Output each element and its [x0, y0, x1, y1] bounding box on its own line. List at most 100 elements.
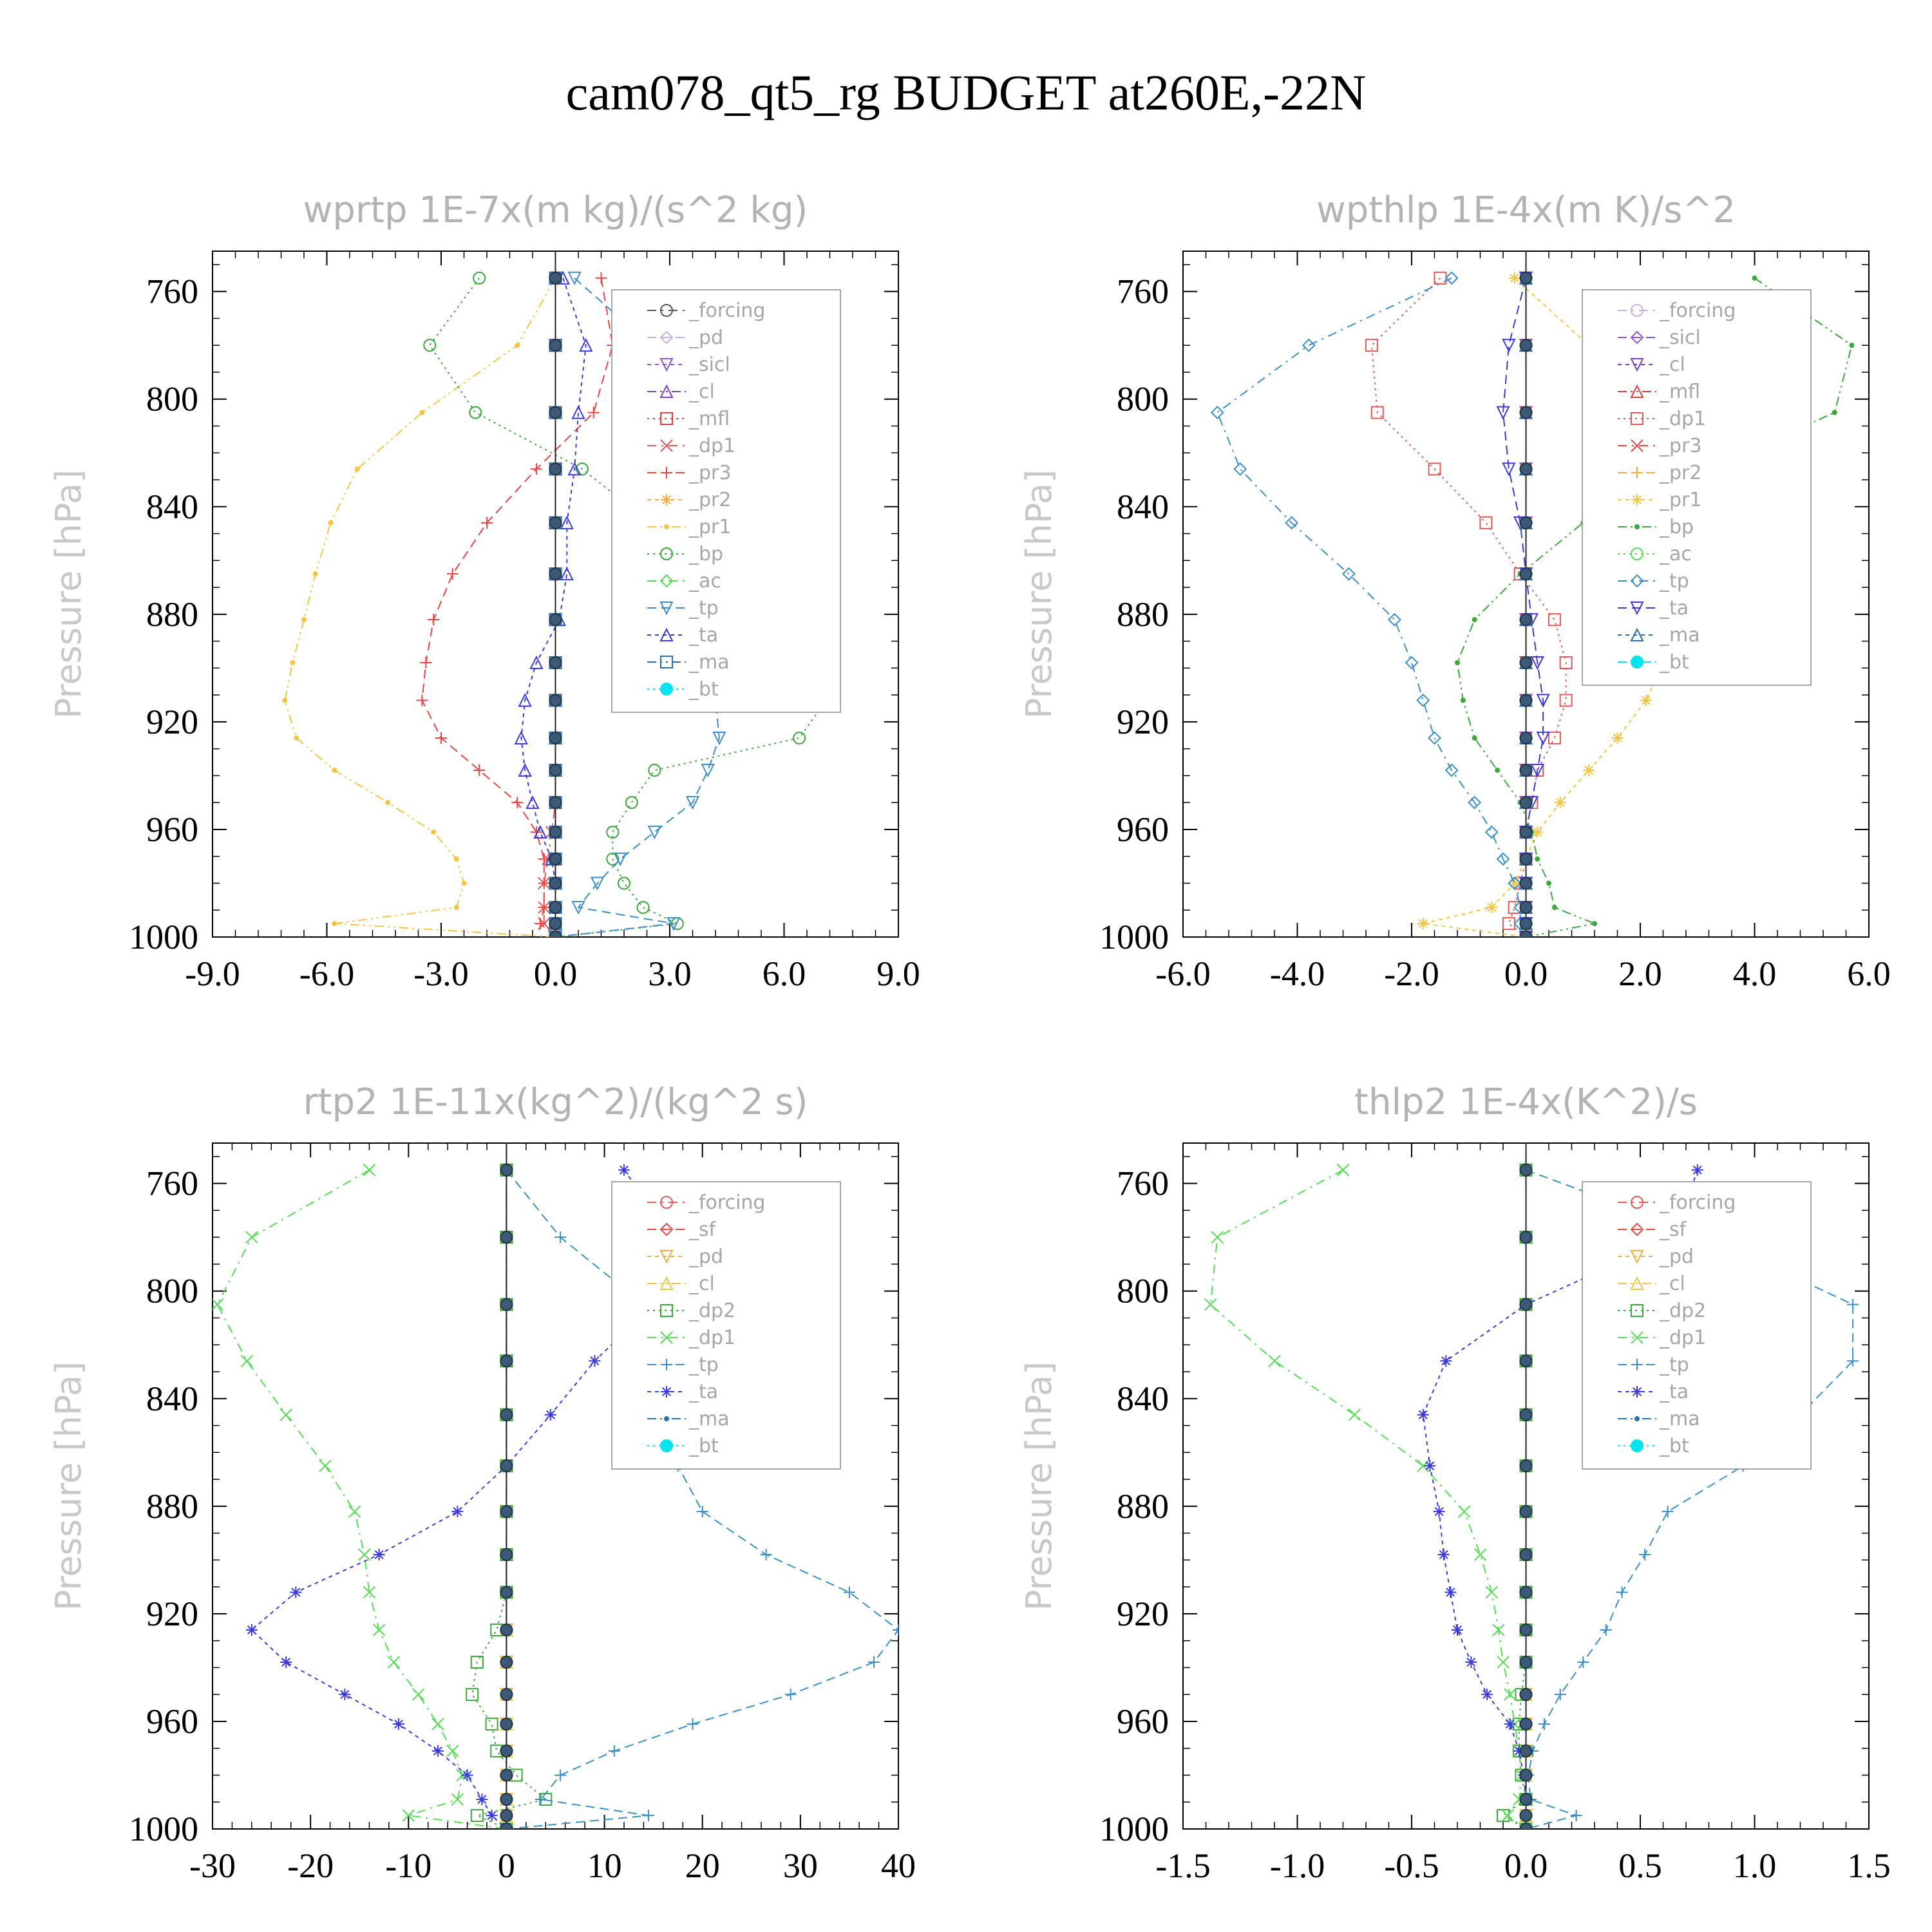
legend: _forcing _sicl _cl _mfl _dp1 _pr3 _pr2 _pr1 _bp _… — [1582, 289, 1812, 686]
zero-marker — [549, 406, 562, 419]
series-dp2 — [466, 1163, 553, 1829]
legend-entry: _dp2 — [1618, 1300, 1706, 1322]
data-point — [515, 343, 520, 348]
legend-label: _cl — [688, 381, 715, 403]
legend-label: _sf — [688, 1218, 717, 1241]
legend-label: _bt — [688, 1435, 719, 1457]
legend-entry: _sicl — [1618, 327, 1701, 349]
y-tick-label: 760 — [1117, 272, 1169, 311]
data-point — [1691, 1164, 1703, 1176]
data-point — [332, 921, 337, 927]
x-tick-label: 0 — [498, 1846, 515, 1885]
legend-entry: _forcing — [647, 1191, 765, 1214]
data-point — [1513, 1745, 1525, 1757]
data-point — [1554, 1689, 1566, 1701]
data-point — [538, 853, 550, 865]
legend-swatch-marker — [1630, 384, 1644, 398]
legend-entry: _pr1 — [647, 516, 731, 538]
data-point — [1233, 462, 1247, 476]
legend-entry: _pd — [1618, 1245, 1694, 1268]
data-point — [461, 880, 467, 886]
data-point — [1452, 1624, 1463, 1636]
data-point — [1479, 516, 1493, 529]
legend-label: _cl — [1659, 354, 1685, 376]
data-point — [1484, 825, 1499, 839]
legend-label: _sf — [1659, 1218, 1687, 1241]
legend-entry: _ac — [647, 570, 721, 592]
x-tick-label: -6.0 — [1155, 954, 1210, 993]
data-point — [486, 1810, 498, 1822]
data-point — [451, 1506, 464, 1518]
legend-label: _dp1 — [1659, 408, 1706, 430]
legend-swatch-marker — [1631, 1196, 1643, 1209]
legend-swatch-marker — [660, 412, 673, 425]
data-point — [1268, 1354, 1281, 1367]
legend-label: _mfl — [688, 408, 730, 430]
legend-swatch-marker — [659, 1250, 674, 1264]
legend-label: _ma — [1659, 1408, 1700, 1430]
legend-swatch-marker — [661, 1359, 672, 1370]
data-point — [514, 730, 528, 744]
data-point — [1444, 763, 1459, 777]
data-point — [1531, 826, 1544, 838]
data-point — [571, 901, 585, 915]
zero-marker — [1519, 656, 1533, 669]
legend-swatch-marker — [1631, 1359, 1643, 1370]
legend-label: _cl — [688, 1273, 715, 1295]
data-point — [1508, 272, 1520, 284]
data-point — [240, 1354, 253, 1367]
data-point — [606, 826, 620, 839]
data-point — [1428, 462, 1441, 476]
data-point — [579, 337, 593, 352]
series-line — [284, 278, 556, 937]
data-point — [1424, 1460, 1436, 1472]
zero-marker — [549, 931, 562, 937]
zero-marker — [549, 339, 562, 352]
x-tick-label: -30 — [189, 1846, 236, 1885]
zero-marker — [500, 1809, 513, 1823]
zero-marker — [1519, 1823, 1533, 1829]
data-point — [363, 1164, 376, 1177]
zero-line-markers — [1519, 251, 1533, 937]
chart-panel-2: wpthlp 1E-4x(m K)/s^2 Pressure [hPa] 760 80… — [1019, 189, 1891, 993]
legend-swatch-marker — [1630, 627, 1644, 641]
x-tick-label: -20 — [287, 1846, 334, 1885]
data-point — [466, 1688, 479, 1701]
zero-marker — [549, 516, 562, 529]
data-point — [1503, 1688, 1517, 1701]
data-point — [339, 1689, 351, 1701]
zero-marker — [549, 656, 562, 669]
legend-box — [611, 289, 841, 713]
data-point — [294, 735, 299, 741]
legend-label: _ac — [688, 570, 721, 592]
legend-swatch-marker — [664, 524, 669, 529]
data-point — [554, 1769, 567, 1781]
data-point — [363, 1586, 376, 1599]
data-point — [1538, 1718, 1550, 1730]
y-tick-label: 960 — [146, 1702, 198, 1741]
legend-entry: _cl — [1618, 354, 1685, 376]
data-point — [1530, 764, 1544, 778]
plot-frame — [212, 1142, 899, 1830]
zero-marker — [500, 1793, 513, 1806]
data-point — [1847, 1355, 1859, 1367]
data-point — [469, 406, 482, 419]
legend-swatch-marker — [1631, 494, 1643, 506]
data-point — [1417, 1408, 1429, 1421]
zero-marker — [500, 1505, 513, 1519]
legend-label: _pr1 — [1659, 489, 1701, 511]
data-point — [1370, 406, 1384, 419]
data-point — [618, 876, 630, 890]
x-tick-label: -6.0 — [299, 954, 354, 993]
data-point — [647, 826, 661, 840]
data-point — [1535, 856, 1540, 862]
legend-label: _pr3 — [1659, 435, 1701, 457]
y-tick-label: 960 — [1117, 810, 1169, 849]
data-point — [712, 731, 726, 746]
data-point — [560, 515, 574, 529]
x-tick-label: -1.5 — [1155, 1846, 1210, 1885]
series-line — [251, 1170, 674, 1829]
x-tick-label: 6.0 — [1847, 954, 1891, 993]
data-point — [1504, 1718, 1516, 1730]
chart-panel-4: thlp2 1E-4x(K^2)/s Pressure [hPa] 760 800 84… — [1019, 1081, 1891, 1885]
